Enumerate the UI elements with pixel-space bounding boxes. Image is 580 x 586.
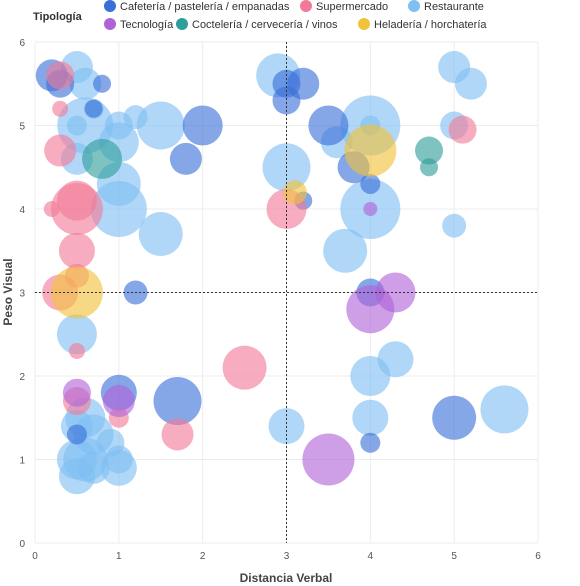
bubble-supermercado <box>68 342 85 359</box>
legend-label: Tecnología <box>120 19 174 31</box>
y-tick-label: 4 <box>19 205 25 216</box>
bubble-supermercado <box>161 418 194 451</box>
bubble-cafeteria-pasteleria-empanadas <box>153 377 202 426</box>
legend-label: Cafetería / pastelería / empanadas <box>120 1 290 13</box>
bubble-restaurante <box>56 314 97 355</box>
legend-swatch <box>104 0 116 12</box>
bubble-cafeteria-pasteleria-empanadas <box>308 105 349 146</box>
x-tick-label: 6 <box>535 551 541 562</box>
legend-label: Restaurante <box>424 1 484 13</box>
y-tick-label: 0 <box>19 539 25 550</box>
bubble-tecnologia <box>363 202 378 216</box>
bubble-supermercado <box>52 100 69 117</box>
legend-swatch <box>408 0 420 12</box>
y-tick-label: 6 <box>19 38 25 49</box>
bubble-cocteleria-cerveceria-vinos <box>420 158 439 177</box>
y-axis-title: Peso Visual <box>1 258 15 325</box>
x-tick-label: 5 <box>451 551 457 562</box>
bubble-supermercado <box>43 201 60 217</box>
x-tick-label: 0 <box>32 551 38 562</box>
bubble-cafeteria-pasteleria-empanadas <box>93 74 112 93</box>
bubble-tecnologia <box>62 378 91 407</box>
bubble-restaurante <box>136 101 185 150</box>
y-tick-label: 1 <box>19 456 25 467</box>
legend-item[interactable]: Restaurante <box>408 0 484 13</box>
bubble-supermercado <box>50 183 103 235</box>
bubble-cafeteria-pasteleria-empanadas <box>169 142 202 175</box>
bubble-cafeteria-pasteleria-empanadas <box>432 395 477 440</box>
legend-swatch <box>358 18 370 30</box>
x-tick-label: 4 <box>368 551 374 562</box>
legend-item[interactable]: Heladería / horchatería <box>358 18 487 31</box>
x-tick-label: 2 <box>200 551 206 562</box>
reference-lines <box>35 42 538 543</box>
bubble-cafeteria-pasteleria-empanadas <box>66 424 87 445</box>
bubble-restaurante <box>442 213 467 238</box>
legend-title: Tipología <box>33 11 83 23</box>
bubble-cocteleria-cerveceria-vinos <box>82 138 123 179</box>
y-tick-label: 3 <box>19 289 25 300</box>
bubble-restaurante <box>454 67 487 100</box>
legend-item[interactable]: Supermercado <box>300 0 388 13</box>
bubble-supermercado <box>46 61 75 90</box>
legend-item[interactable]: Coctelería / cervecería / vinos <box>176 18 338 31</box>
bubble-restaurante <box>66 115 87 136</box>
legend-item[interactable]: Cafetería / pastelería / empanadas <box>104 0 290 13</box>
bubble-cafeteria-pasteleria-empanadas <box>84 99 103 118</box>
tick-labels: 0 1 2 3 4 5 6 0 1 2 3 4 5 6 <box>19 38 541 562</box>
y-tick-label: 2 <box>19 372 25 383</box>
legend-swatch <box>300 0 312 12</box>
legend-entries: Cafetería / pastelería / empanadas Superm… <box>104 0 487 31</box>
bubble-restaurante <box>138 212 183 257</box>
bubble-restaurante <box>352 399 389 436</box>
bubble-supermercado <box>448 115 477 144</box>
legend-swatch <box>104 18 116 30</box>
bubble-tecnologia <box>302 433 355 486</box>
bubble-restaurante <box>100 449 137 486</box>
bubble-cocteleria-cerveceria-vinos <box>415 136 444 165</box>
x-axis-title: Distancia Verbal <box>240 571 333 585</box>
bubble-restaurante <box>377 341 414 378</box>
legend: Tipología Cafetería / pastelería / empan… <box>33 0 487 31</box>
legend-swatch <box>176 18 188 30</box>
legend-item[interactable]: Tecnología <box>104 18 174 31</box>
bubble-restaurante <box>69 67 102 100</box>
bubble-tecnologia <box>102 385 135 418</box>
bubble-supermercado <box>58 232 95 269</box>
bubble-restaurante <box>90 181 147 237</box>
bubble-heladeria-horchateria <box>282 180 307 205</box>
y-tick-label: 5 <box>19 122 25 133</box>
bubble-restaurante <box>480 385 529 434</box>
legend-label: Heladería / horchatería <box>374 19 487 31</box>
bubble-cafeteria-pasteleria-empanadas <box>360 432 381 453</box>
bubble-cafeteria-pasteleria-empanadas <box>272 86 301 115</box>
bubble-supermercado <box>222 345 267 390</box>
bubble-heladeria-horchateria <box>344 124 397 177</box>
bubble-supermercado <box>44 134 77 167</box>
bubble-cafeteria-pasteleria-empanadas <box>360 173 381 194</box>
bubbles <box>35 51 529 495</box>
bubble-cafeteria-pasteleria-empanadas <box>182 105 223 146</box>
legend-label: Supermercado <box>316 1 388 13</box>
legend-label: Coctelería / cervecería / vinos <box>192 19 338 31</box>
bubble-tecnologia <box>346 285 395 334</box>
bubble-restaurante <box>323 228 368 273</box>
bubble-restaurante <box>58 458 95 495</box>
x-tick-label: 3 <box>284 551 290 562</box>
x-tick-label: 1 <box>116 551 122 562</box>
